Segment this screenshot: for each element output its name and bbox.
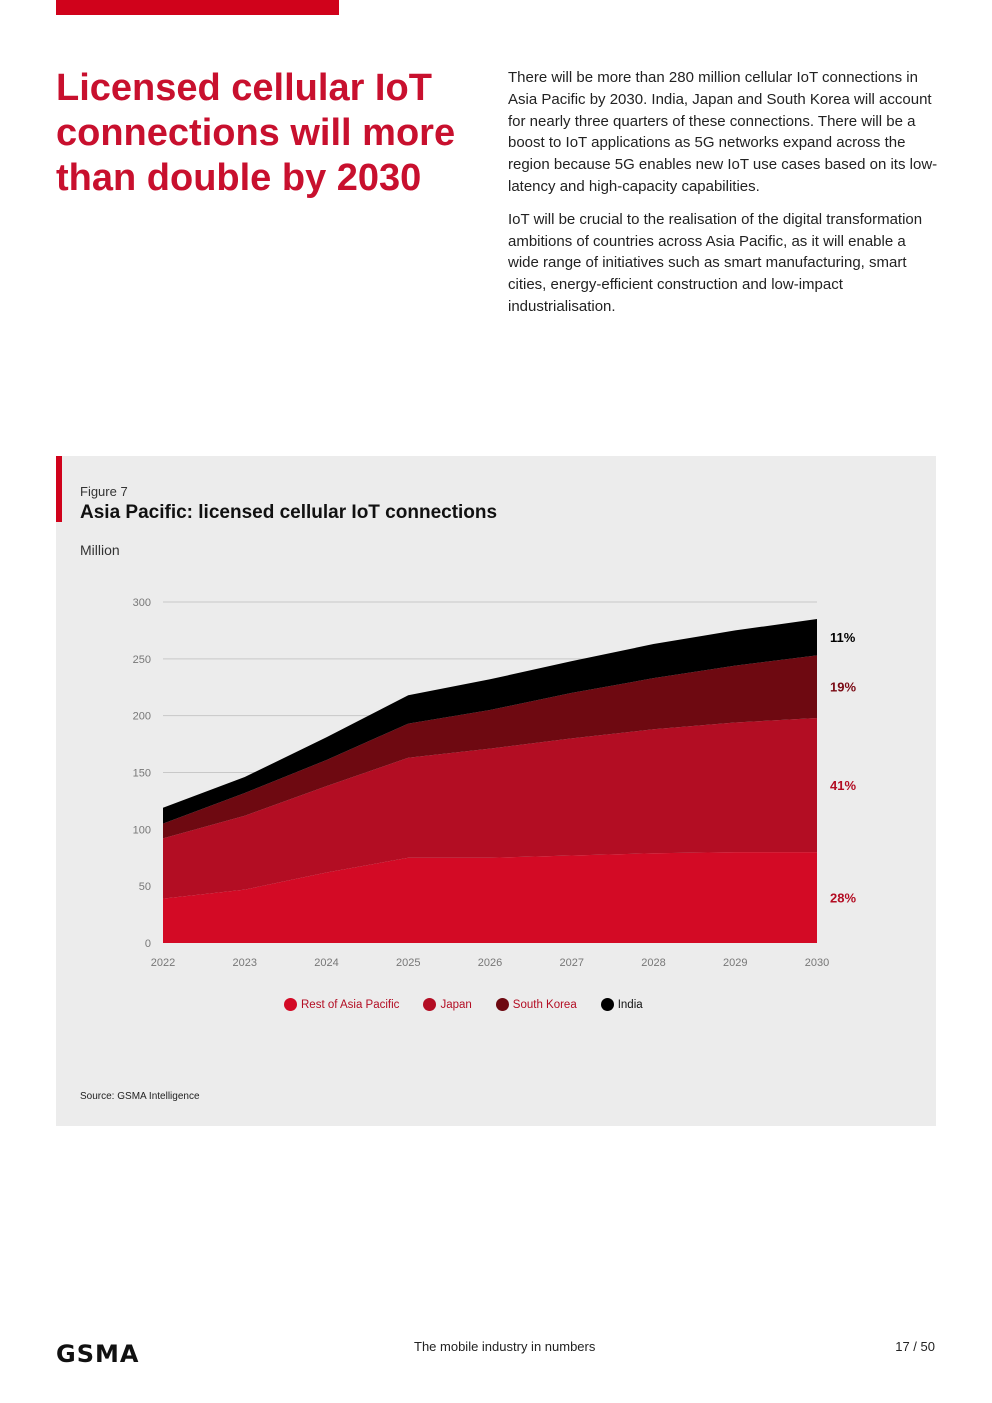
y-tick-label: 300 [133,597,151,609]
series-area-rest-of-asia-pacific [163,852,817,943]
legend-label: Japan [440,998,472,1011]
legend-item-japan: Japan [423,998,472,1011]
series-area-japan [163,717,817,899]
figure-accent-bar [56,456,62,522]
share-label-japan: 41% [830,778,856,793]
paragraph-2: IoT will be crucial to the realisation o… [508,210,923,315]
footer-title: The mobile industry in numbers [414,1339,596,1354]
x-tick-label: 2025 [396,957,420,969]
legend-label: Rest of Asia Pacific [301,998,400,1011]
page-number: 17 / 50 [895,1339,935,1354]
top-accent-bar [56,0,339,15]
x-tick-label: 2024 [314,957,338,969]
x-tick-label: 2030 [805,957,829,969]
page-heading: Licensed cellular IoT connections will m… [56,67,456,199]
y-tick-label: 50 [139,881,151,893]
x-tick-label: 2023 [233,957,257,969]
gsma-logo: GSMA [56,1340,140,1368]
figure-unit: Million [80,542,120,558]
share-label-rest-of-asia-pacific: 28% [830,891,856,906]
paragraph-1: There will be more than 280 million cell… [508,69,938,195]
x-tick-label: 2027 [560,957,584,969]
legend-item-india: India [600,998,643,1011]
y-tick-label: 150 [133,768,151,780]
legend-label: South Korea [512,998,577,1011]
legend-item-rest-of-asia-pacific: Rest of Asia Pacific [284,998,399,1011]
y-tick-label: 100 [133,824,151,836]
figure-title: Asia Pacific: licensed cellular IoT conn… [80,502,498,523]
series-area-india [163,619,817,824]
x-tick-label: 2026 [478,957,502,969]
x-tick-label: 2029 [723,957,747,969]
figure-label: Figure 7 [80,484,128,499]
share-label-south-korea: 19% [830,680,856,695]
y-tick-label: 250 [133,654,151,666]
legend-swatch [600,998,614,1011]
legend-swatch [495,998,509,1011]
legend-swatch [284,998,297,1011]
body-text: There will be more than 280 million cell… [508,67,940,329]
legend-label: India [617,998,643,1011]
x-tick-label: 2022 [151,957,175,969]
x-tick-label: 2028 [641,957,665,969]
figure-source: Source: GSMA Intelligence [80,1091,200,1102]
legend-swatch [423,998,437,1011]
chart-legend: Rest of Asia Pacific Japan South Korea Indi… [284,998,643,1011]
y-tick-label: 0 [145,938,151,950]
series-area-south-korea [163,655,817,839]
y-tick-label: 200 [133,711,151,723]
share-label-india: 11% [830,630,856,645]
legend-item-south-korea: South Korea [495,998,577,1011]
